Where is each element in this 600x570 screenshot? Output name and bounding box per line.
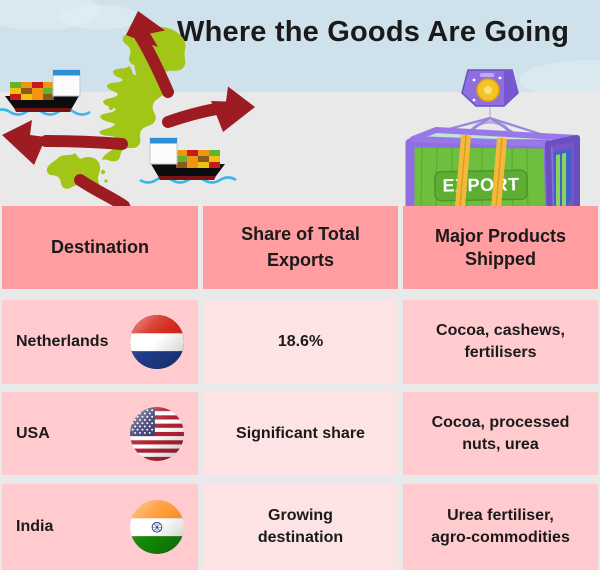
svg-text:EXPORT: EXPORT	[442, 174, 519, 195]
